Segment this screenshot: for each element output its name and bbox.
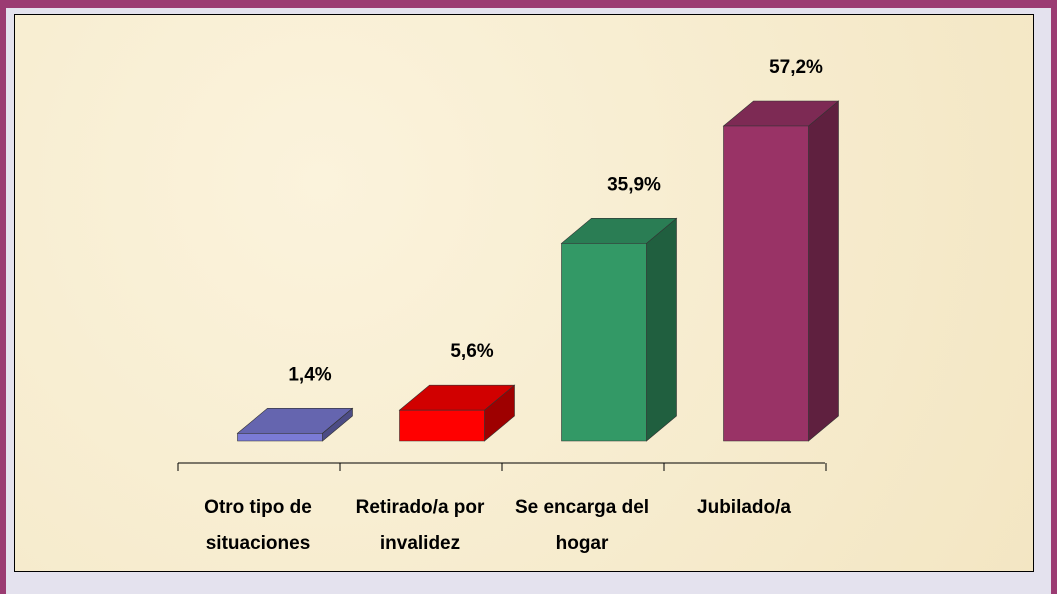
bar-front xyxy=(561,242,647,442)
value-label: 35,9% xyxy=(607,174,661,195)
bar-side xyxy=(646,217,677,442)
bar xyxy=(236,407,354,442)
bar-side xyxy=(808,100,839,442)
value-label: 57,2% xyxy=(769,57,823,78)
bar-front xyxy=(399,409,485,442)
value-label: 1,4% xyxy=(288,364,331,385)
bar-front xyxy=(723,125,809,442)
bar xyxy=(722,100,840,442)
bar xyxy=(560,217,678,442)
x-tick-label: Retirado/a por invalidez xyxy=(355,497,485,554)
plot-area xyxy=(14,14,1034,572)
bar xyxy=(398,384,516,442)
x-tick-label: Se encarga del hogar xyxy=(514,497,650,554)
bar-front xyxy=(237,432,323,442)
value-label: 5,6% xyxy=(450,341,493,362)
x-tick-label: Otro tipo de situaciones xyxy=(204,497,312,554)
x-tick-label: Jubilado/a xyxy=(697,497,791,518)
